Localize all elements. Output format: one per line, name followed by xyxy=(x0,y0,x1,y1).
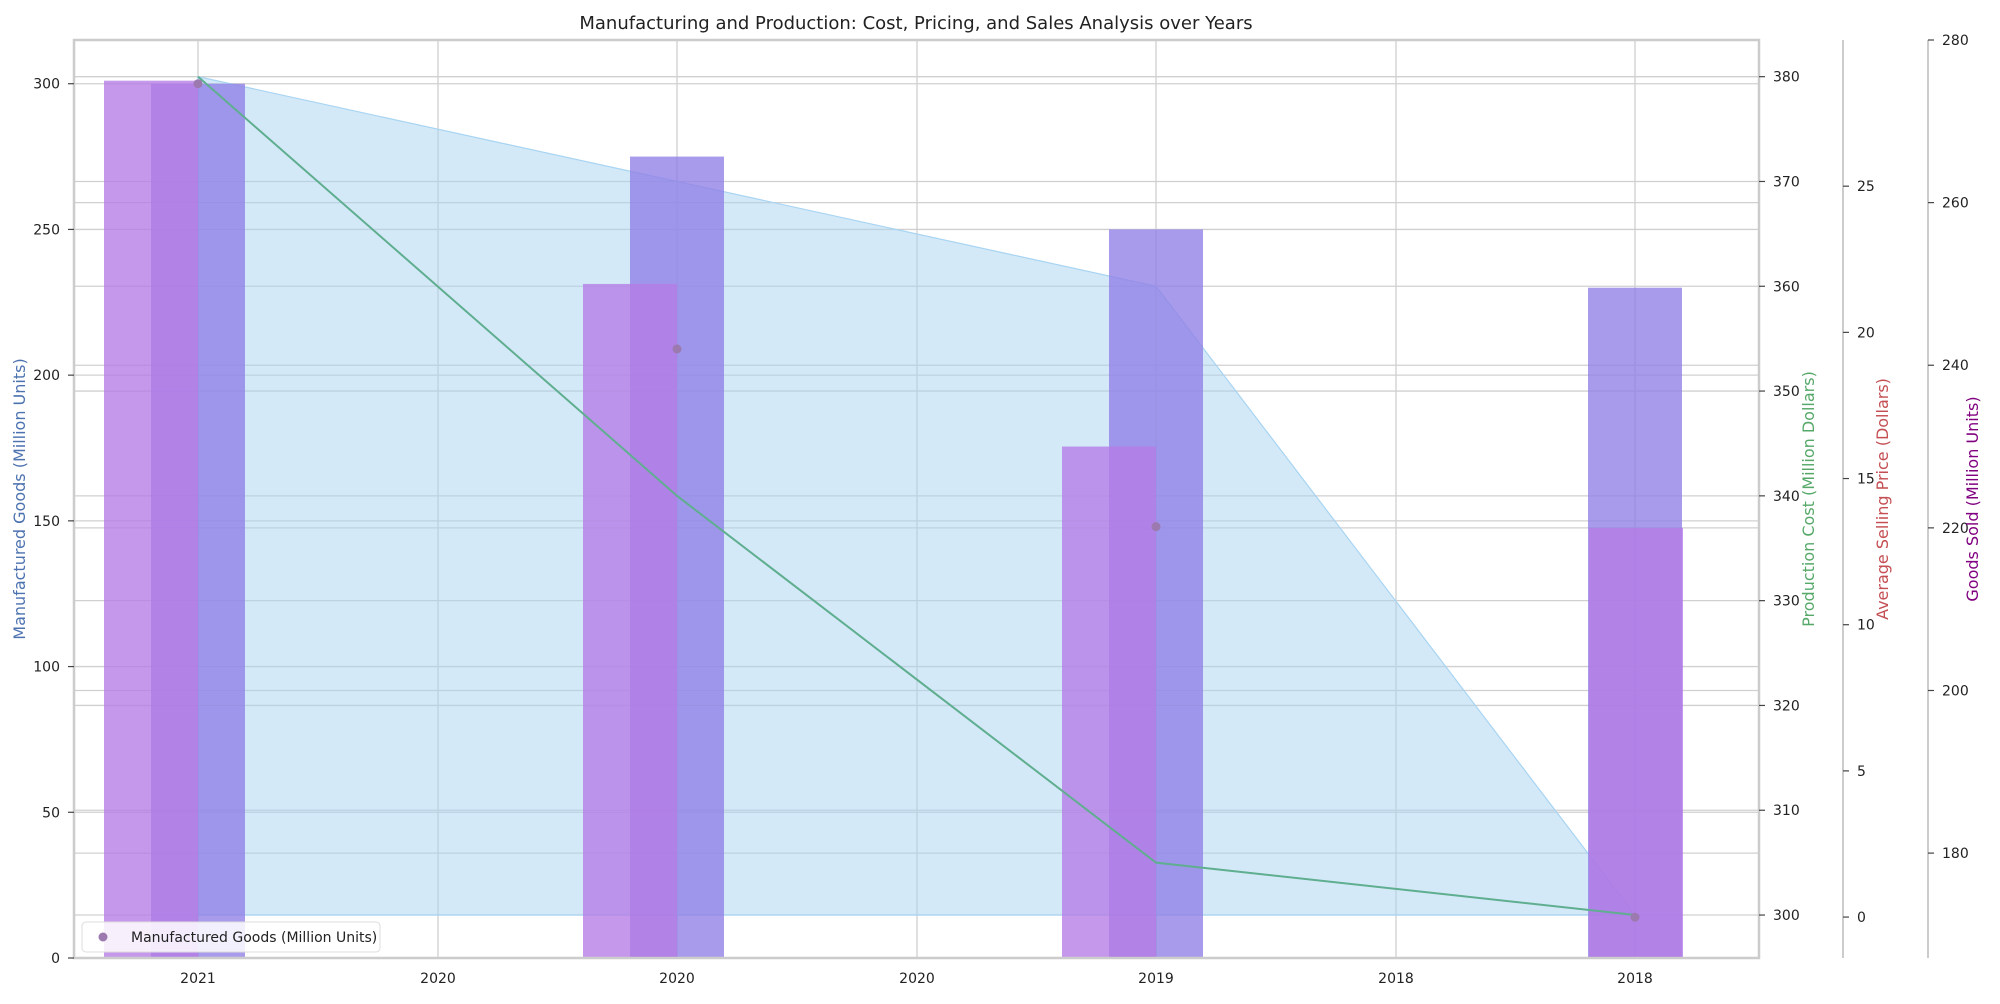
x-tick-label-5: 2018 xyxy=(1378,971,1414,987)
y-sold-axis-label: Goods Sold (Million Units) xyxy=(1963,396,1982,601)
x-tick-label-4: 2019 xyxy=(1138,971,1174,987)
y-cost-tick-label-2: 320 xyxy=(1773,698,1800,714)
goods-sold-bar-2 xyxy=(1062,446,1156,958)
y-price-tick-label-4: 20 xyxy=(1857,325,1875,341)
y-cost-tick-label-6: 360 xyxy=(1773,279,1800,295)
y-cost-tick-label-0: 300 xyxy=(1773,908,1800,924)
y-sold-tick-label-5: 280 xyxy=(1942,33,1969,49)
y-price-tick-label-2: 10 xyxy=(1857,618,1875,634)
y-left-tick-label-3: 150 xyxy=(33,514,60,530)
y-left-tick-label-2: 100 xyxy=(33,660,60,676)
line-layer xyxy=(197,75,1636,917)
y-sold-tick-label-2: 220 xyxy=(1942,521,1969,537)
frame-layer xyxy=(72,38,1761,960)
manufactured-point-1 xyxy=(672,344,682,354)
y-left-tick-label-4: 200 xyxy=(33,368,60,384)
y-left-tick-label-5: 250 xyxy=(33,222,60,238)
y-price-tick-label-5: 25 xyxy=(1857,179,1875,195)
legend-marker xyxy=(98,932,108,942)
x-tick-label-3: 2020 xyxy=(899,971,935,987)
legend-label: Manufactured Goods (Million Units) xyxy=(131,930,377,946)
axes-layer: 2021 2020 2020 2020 2019 2018 2018050100150200… xyxy=(10,33,1982,987)
y-sold-tick-label-4: 260 xyxy=(1942,196,1969,212)
y-left-tick-label-1: 50 xyxy=(42,805,60,821)
y-price-tick-label-1: 5 xyxy=(1857,764,1866,780)
x-tick-label-2: 2020 xyxy=(659,971,695,987)
goods-sold-bar-3 xyxy=(1589,527,1683,958)
y-cost-tick-label-4: 340 xyxy=(1773,489,1800,505)
x-tick-label-6: 2018 xyxy=(1617,971,1653,987)
y-cost-axis-label: Production Cost (Million Dollars) xyxy=(1799,371,1818,627)
y-sold-tick-label-3: 240 xyxy=(1942,358,1969,374)
chart-title: Manufacturing and Production: Cost, Pric… xyxy=(579,13,1252,34)
points-layer xyxy=(193,79,1640,922)
y-price-tick-label-3: 15 xyxy=(1857,472,1875,488)
y-cost-tick-label-8: 380 xyxy=(1773,70,1800,86)
y-cost-tick-label-5: 350 xyxy=(1773,384,1800,400)
y-left-tick-label-6: 300 xyxy=(33,77,60,93)
plot-frame xyxy=(72,38,1761,960)
manufactured-point-2 xyxy=(1151,522,1161,532)
goods-sold-bar-0 xyxy=(104,80,198,958)
legend: Manufactured Goods (Million Units) xyxy=(81,921,381,953)
y-price-axis-label: Average Selling Price (Dollars) xyxy=(1873,378,1892,620)
bars-layer xyxy=(104,80,1683,959)
y-left-tick-label-0: 0 xyxy=(51,951,60,967)
x-tick-label-0: 2021 xyxy=(180,971,216,987)
y-cost-tick-label-1: 310 xyxy=(1773,803,1800,819)
manufactured-point-3 xyxy=(1630,912,1640,922)
legend-box xyxy=(81,921,381,953)
y-cost-tick-label-7: 370 xyxy=(1773,174,1800,190)
x-tick-label-1: 2020 xyxy=(420,971,456,987)
y-sold-tick-label-0: 180 xyxy=(1942,846,1969,862)
goods-sold-bar-1 xyxy=(583,283,677,958)
y-price-tick-label-0: 0 xyxy=(1857,910,1866,926)
y-left-axis-label: Manufactured Goods (Million Units) xyxy=(10,358,29,639)
production-cost-line xyxy=(197,75,1636,917)
y-sold-tick-label-1: 200 xyxy=(1942,683,1969,699)
y-cost-tick-label-3: 330 xyxy=(1773,594,1800,610)
manufactured-point-0 xyxy=(193,79,203,89)
